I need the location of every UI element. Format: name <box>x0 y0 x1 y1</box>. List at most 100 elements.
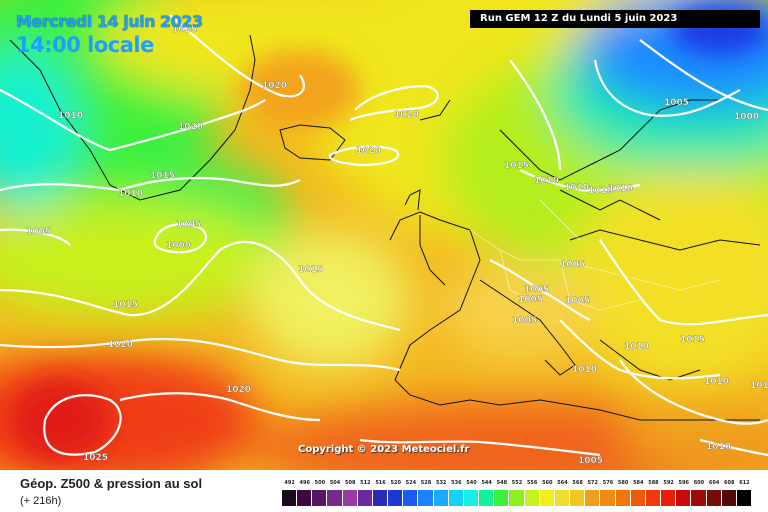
scale-swatch <box>448 490 463 506</box>
isobar-label: 1010 <box>534 176 559 186</box>
color-scale-legend: 492 496 500 504 508 512 516 520 524 528 532 536 540 5… <box>282 480 752 508</box>
forecast-time-title: 14:00 locale <box>16 33 154 57</box>
scale-swatch <box>418 490 433 506</box>
scale-swatch <box>494 490 509 506</box>
scale-swatch <box>403 490 418 506</box>
scale-swatch <box>327 490 342 506</box>
scale-swatch <box>342 490 357 506</box>
isobar-label: 1010 <box>608 184 633 194</box>
scale-label: 568 <box>572 480 583 486</box>
scale-label: 600 <box>693 480 705 486</box>
isobar-label: 1015 <box>298 265 323 275</box>
scale-swatch <box>388 490 403 506</box>
isobar-label: 1020 <box>262 81 287 91</box>
scale-swatch <box>570 490 585 506</box>
isobar-label: 1015 <box>150 171 175 181</box>
scale-label: 512 <box>360 480 371 486</box>
scale-label: 500 <box>314 480 326 486</box>
weather-map: 1025 1020 1010 1020 1020 1020 1005 1000 … <box>0 0 768 470</box>
scale-swatch <box>357 490 372 506</box>
product-title: Géop. Z500 & pression au sol <box>20 476 203 491</box>
scale-label: 596 <box>678 480 689 486</box>
scale-label: 540 <box>466 480 477 486</box>
scale-label: 544 <box>481 480 492 486</box>
scale-label: 572 <box>587 480 599 486</box>
scale-label: 524 <box>405 480 417 486</box>
map-footer: Géop. Z500 & pression au sol (+ 216h) 49… <box>0 470 768 512</box>
isobar-label: 1000 <box>166 241 191 251</box>
isobar-label: 1005 <box>664 98 689 108</box>
isobar-label: 1010 <box>588 186 613 196</box>
scale-label: 516 <box>375 480 386 486</box>
scale-swatch <box>615 490 630 506</box>
scale-swatch <box>312 490 327 506</box>
scale-swatch <box>736 490 751 506</box>
isobar-label: 1005 <box>565 296 590 306</box>
isobar-label: 1020 <box>108 340 133 350</box>
scale-swatch <box>585 490 600 506</box>
scale-swatch <box>282 490 297 506</box>
isobar-label: 1010 <box>624 342 649 352</box>
scale-label: 492 <box>284 480 295 486</box>
scale-label: 548 <box>496 480 508 486</box>
scale-label: 504 <box>329 480 341 486</box>
scale-swatch <box>372 490 388 506</box>
scale-swatch <box>600 490 615 506</box>
isobar-label: 1020 <box>394 110 419 120</box>
isobar-label: 1010 <box>118 189 143 199</box>
scale-swatch <box>676 490 691 506</box>
isobar-label: 1005 <box>578 456 603 466</box>
scale-label: 612 <box>739 480 750 486</box>
scale-swatch <box>433 490 448 506</box>
scale-swatch <box>661 490 676 506</box>
scale-label: 584 <box>633 480 644 486</box>
scale-swatch <box>554 490 570 506</box>
scale-swatch <box>691 490 706 506</box>
isobar-label: 1010 <box>706 442 731 452</box>
scale-swatch <box>630 490 645 506</box>
scale-label: 588 <box>648 480 659 486</box>
scale-label: 532 <box>435 480 447 486</box>
isobar-label: 1005 <box>518 295 543 305</box>
scale-label: 576 <box>602 480 614 486</box>
isobar-label: 1020 <box>178 122 203 132</box>
scale-label: 608 <box>724 480 735 486</box>
run-info-banner: Run GEM 12 Z du Lundi 5 juin 2023 <box>470 10 760 28</box>
scale-label: 592 <box>663 480 674 486</box>
isobar-label: 1025 <box>172 25 197 35</box>
isobar-label: 1015 <box>504 161 529 171</box>
scale-label: 580 <box>617 480 629 486</box>
scale-label: 528 <box>420 480 432 486</box>
isobar-label: 1005 <box>176 220 201 230</box>
scale-swatch <box>706 490 721 506</box>
scale-label: 552 <box>511 480 523 486</box>
isobar-label: 1010 <box>58 111 83 121</box>
scale-label: 556 <box>526 480 538 486</box>
copyright-text: Copyright © 2023 Meteociel.fr <box>298 444 470 455</box>
geopotential-field: 1025 1020 1010 1020 1020 1020 1005 1000 … <box>0 0 768 470</box>
scale-swatch <box>297 490 312 506</box>
isobar-label: 1025 <box>83 453 108 463</box>
scale-label: 560 <box>542 480 553 486</box>
scale-label: 536 <box>451 480 462 486</box>
scale-swatch <box>524 490 539 506</box>
scale-swatch <box>645 490 661 506</box>
isobar-label: 1005 <box>512 316 537 326</box>
isobar-label: 1010 <box>750 381 768 391</box>
isobar-label: 1020 <box>356 146 381 156</box>
scale-swatch <box>463 490 479 506</box>
scale-label: 604 <box>708 480 720 486</box>
isobar-label: 1005 <box>524 285 549 295</box>
scale-label: 564 <box>557 480 568 486</box>
scale-label: 520 <box>390 480 401 486</box>
scale-swatch <box>509 490 524 506</box>
isobar-label: 1005 <box>26 227 51 237</box>
scale-swatch <box>721 490 736 506</box>
scale-label: 508 <box>345 480 356 486</box>
isobar-label: 1005 <box>560 260 585 270</box>
isobar-label: 1015 <box>680 335 705 345</box>
isobar-label: 1010 <box>572 365 597 375</box>
forecast-step: (+ 216h) <box>20 495 62 507</box>
scale-swatch <box>479 490 494 506</box>
isobar-label: 1010 <box>564 183 589 193</box>
